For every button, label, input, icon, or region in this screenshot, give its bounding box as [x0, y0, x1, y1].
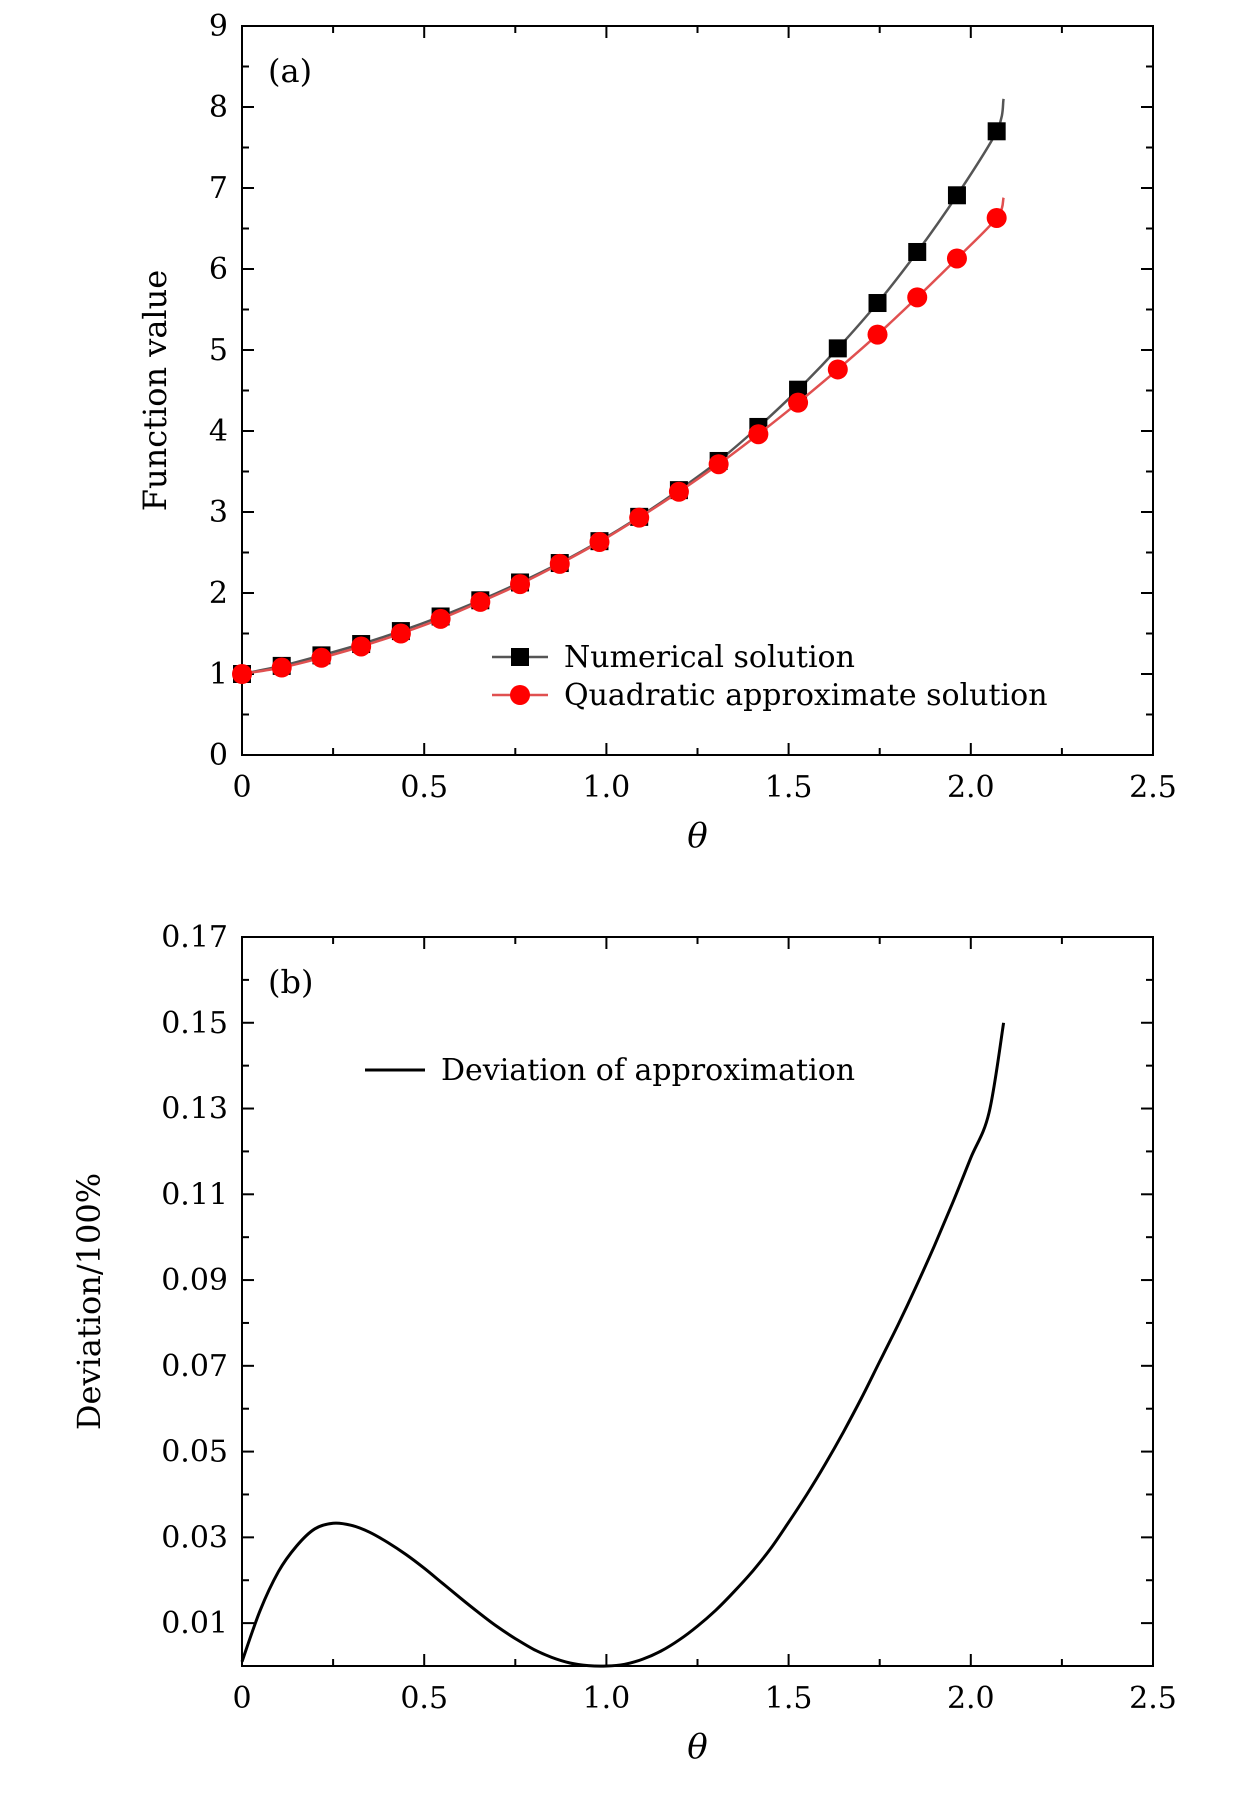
y-tick-label: 6	[209, 252, 228, 287]
y-tick-label: 0.17	[161, 920, 228, 955]
data-point-circle	[946, 248, 967, 269]
series-line-0	[241, 98, 1005, 676]
data-point-circle	[470, 591, 491, 612]
data-point-circle	[827, 359, 848, 380]
y-axis-title: Function value	[136, 270, 174, 511]
data-point-circle	[629, 507, 650, 528]
y-tick-label: 0	[209, 738, 228, 773]
y-tick-label: 0.15	[161, 1006, 228, 1041]
x-axis-title: θ	[687, 1727, 707, 1767]
x-tick-label: 2.0	[947, 1681, 995, 1716]
y-tick-label: 2	[209, 576, 228, 611]
x-tick-label: 0	[232, 770, 251, 805]
x-tick-label: 2.5	[1129, 1681, 1177, 1716]
data-point-circle	[708, 454, 729, 475]
data-point-circle	[390, 623, 411, 644]
data-point-square	[947, 186, 966, 205]
y-tick-label: 4	[209, 414, 228, 449]
y-tick-label: 0.13	[161, 1092, 228, 1127]
y-axis-title: Deviation/100%	[70, 1173, 108, 1430]
legend-label: Deviation of approximation	[441, 1053, 855, 1088]
x-tick-label: 1.0	[583, 1681, 631, 1716]
data-point-circle	[668, 481, 689, 502]
legend-marker-circle	[510, 685, 530, 705]
data-point-circle	[986, 207, 1007, 228]
data-point-circle	[549, 553, 570, 574]
data-point-circle	[232, 664, 252, 684]
y-tick-label: 0.09	[161, 1263, 228, 1298]
y-tick-label: 0.07	[161, 1349, 228, 1384]
x-axis-title: θ	[687, 816, 707, 856]
y-tick-label: 9	[209, 9, 228, 44]
x-tick-label: 2.5	[1129, 770, 1177, 805]
legend-marker-square	[511, 648, 529, 666]
data-point-circle	[907, 287, 928, 308]
panel-a-chart: 0 0.5 1.0 1.5 2.0 2.5 0 1 2 3 4 5 6 7 8 9 θ Function valu…	[136, 9, 1177, 856]
series-line-1	[241, 197, 1005, 676]
legend-label: Numerical solution	[564, 640, 855, 675]
data-point-circle	[867, 324, 888, 345]
data-point-circle	[510, 574, 531, 595]
x-tick-label: 0.5	[400, 1681, 448, 1716]
y-tick-label: 0.11	[161, 1177, 228, 1212]
data-point-square	[828, 339, 847, 358]
data-point-square	[868, 294, 887, 313]
data-point-circle	[430, 608, 451, 629]
series-line-0	[240, 1022, 1006, 1668]
data-point-circle	[271, 657, 292, 678]
data-point-circle	[748, 424, 769, 445]
panel-label: (b)	[268, 963, 313, 1001]
panel-label: (a)	[268, 52, 312, 90]
plot-frame	[241, 936, 1154, 1667]
data-point-circle	[788, 392, 809, 413]
y-tick-label: 1	[209, 657, 228, 692]
y-tick-label: 5	[209, 333, 228, 368]
y-tick-label: 8	[209, 90, 228, 125]
y-tick-label: 0.01	[161, 1606, 228, 1641]
data-point-square	[987, 122, 1006, 141]
legend-label: Quadratic approximate solution	[564, 678, 1048, 713]
panel-b-chart: 0 0.5 1.0 1.5 2.0 2.5 0.01 0.03 0.05 0.07 0.09 0.11…	[70, 920, 1177, 1767]
data-point-circle	[311, 647, 332, 668]
x-tick-label: 1.5	[765, 770, 813, 805]
x-tick-label: 0.5	[400, 770, 448, 805]
y-tick-label: 3	[209, 495, 228, 530]
y-tick-label: 7	[209, 171, 228, 206]
x-tick-label: 1.5	[765, 1681, 813, 1716]
y-tick-label: 0.05	[161, 1435, 228, 1470]
data-point-circle	[589, 531, 610, 552]
y-tick-label: 0.03	[161, 1520, 228, 1555]
data-point-circle	[351, 636, 372, 657]
x-tick-label: 0	[232, 1681, 251, 1716]
x-tick-label: 2.0	[947, 770, 995, 805]
x-tick-label: 1.0	[583, 770, 631, 805]
data-point-square	[908, 242, 927, 261]
